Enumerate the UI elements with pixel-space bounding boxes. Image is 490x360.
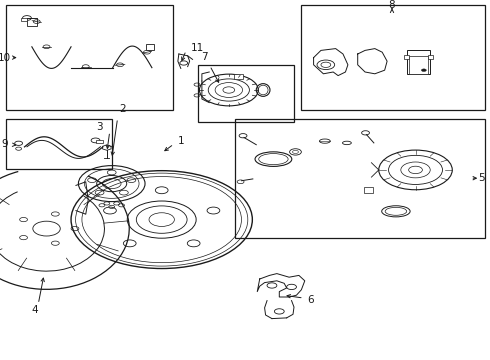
Text: 5: 5 (478, 173, 485, 183)
Bar (301, 5, 485, 110)
Bar (407, 50, 430, 74)
Bar (235, 119, 485, 238)
Bar (364, 187, 373, 193)
Bar (27, 18, 37, 26)
Bar (428, 55, 433, 59)
Text: 10: 10 (0, 53, 10, 63)
Bar (146, 44, 154, 50)
Bar (96, 140, 103, 143)
Bar (6, 119, 112, 169)
Text: 4: 4 (31, 305, 38, 315)
Text: 7: 7 (201, 52, 208, 62)
Bar (21, 18, 27, 21)
Ellipse shape (421, 69, 426, 72)
Bar (6, 5, 173, 110)
Bar (409, 56, 428, 74)
Text: 8: 8 (389, 0, 395, 10)
Text: 6: 6 (308, 294, 315, 305)
Bar (198, 65, 294, 122)
Bar (234, 74, 243, 79)
Bar (404, 55, 409, 59)
Text: 9: 9 (1, 139, 8, 149)
Text: 1: 1 (177, 136, 184, 146)
Text: 2: 2 (119, 104, 126, 114)
Text: 11: 11 (191, 42, 204, 53)
Text: 3: 3 (96, 122, 103, 132)
